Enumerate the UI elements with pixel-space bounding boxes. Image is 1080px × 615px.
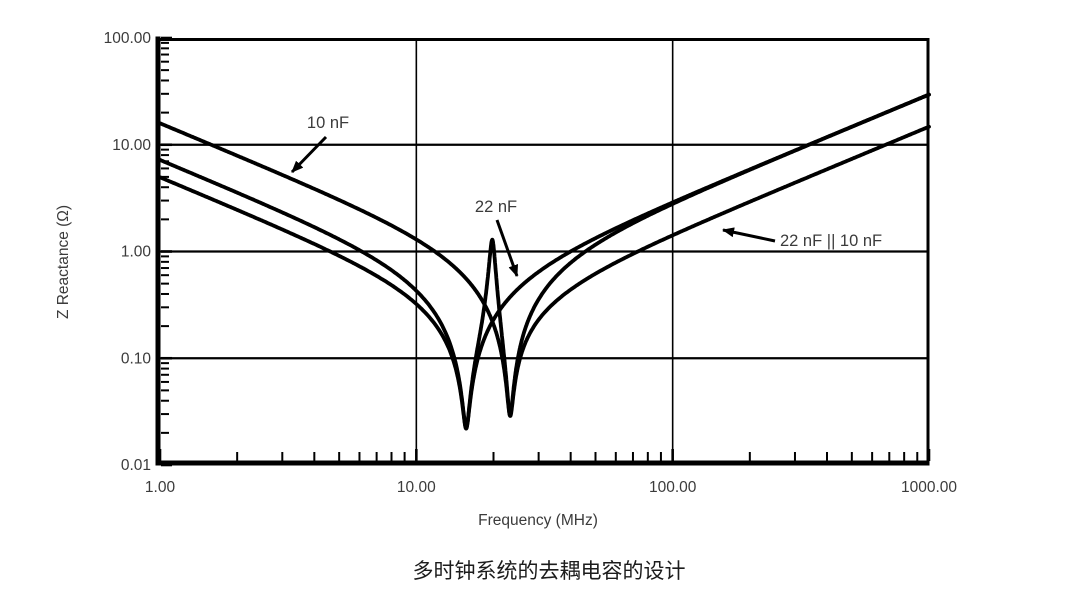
- annotation-arrow: [290, 135, 328, 174]
- y-tick-label: 10.00: [112, 137, 151, 154]
- curve-22-nf-10-nf: [158, 124, 931, 431]
- series-label: 22 nF || 10 nF: [780, 232, 882, 250]
- tick-layer: [158, 36, 931, 467]
- tick-label-layer: 100.00 10.00 1.00 0.10 0.01 1.00 10.00 100.00 10…: [104, 30, 958, 496]
- x-tick-label: 1.00: [145, 479, 176, 496]
- annotation-arrow: [495, 219, 519, 277]
- annotation-arrow: [722, 227, 776, 243]
- y-axis-title: Z Reactance (Ω): [55, 205, 72, 319]
- figure-caption: 多时钟系统的去耦电容的设计: [413, 559, 686, 583]
- x-tick-label: 1000.00: [901, 479, 957, 496]
- y-tick-label: 0.10: [121, 350, 152, 367]
- x-tick-label: 100.00: [649, 479, 697, 496]
- plot-frame: [155, 36, 930, 466]
- annotation-layer: 10 nF 22 nF 22 nF || 10 nF: [290, 114, 882, 277]
- x-tick-label: 10.00: [397, 479, 436, 496]
- curve-22-nf: [158, 92, 931, 431]
- x-axis-title: Frequency (MHz): [478, 512, 598, 529]
- y-tick-label: 0.01: [121, 457, 151, 474]
- y-tick-label: 100.00: [104, 30, 152, 47]
- curve-layer: [158, 92, 931, 431]
- grid-layer: [160, 38, 928, 463]
- series-label: 22 nF: [475, 198, 517, 216]
- series-label: 10 nF: [307, 114, 349, 132]
- y-tick-label: 1.00: [121, 244, 152, 261]
